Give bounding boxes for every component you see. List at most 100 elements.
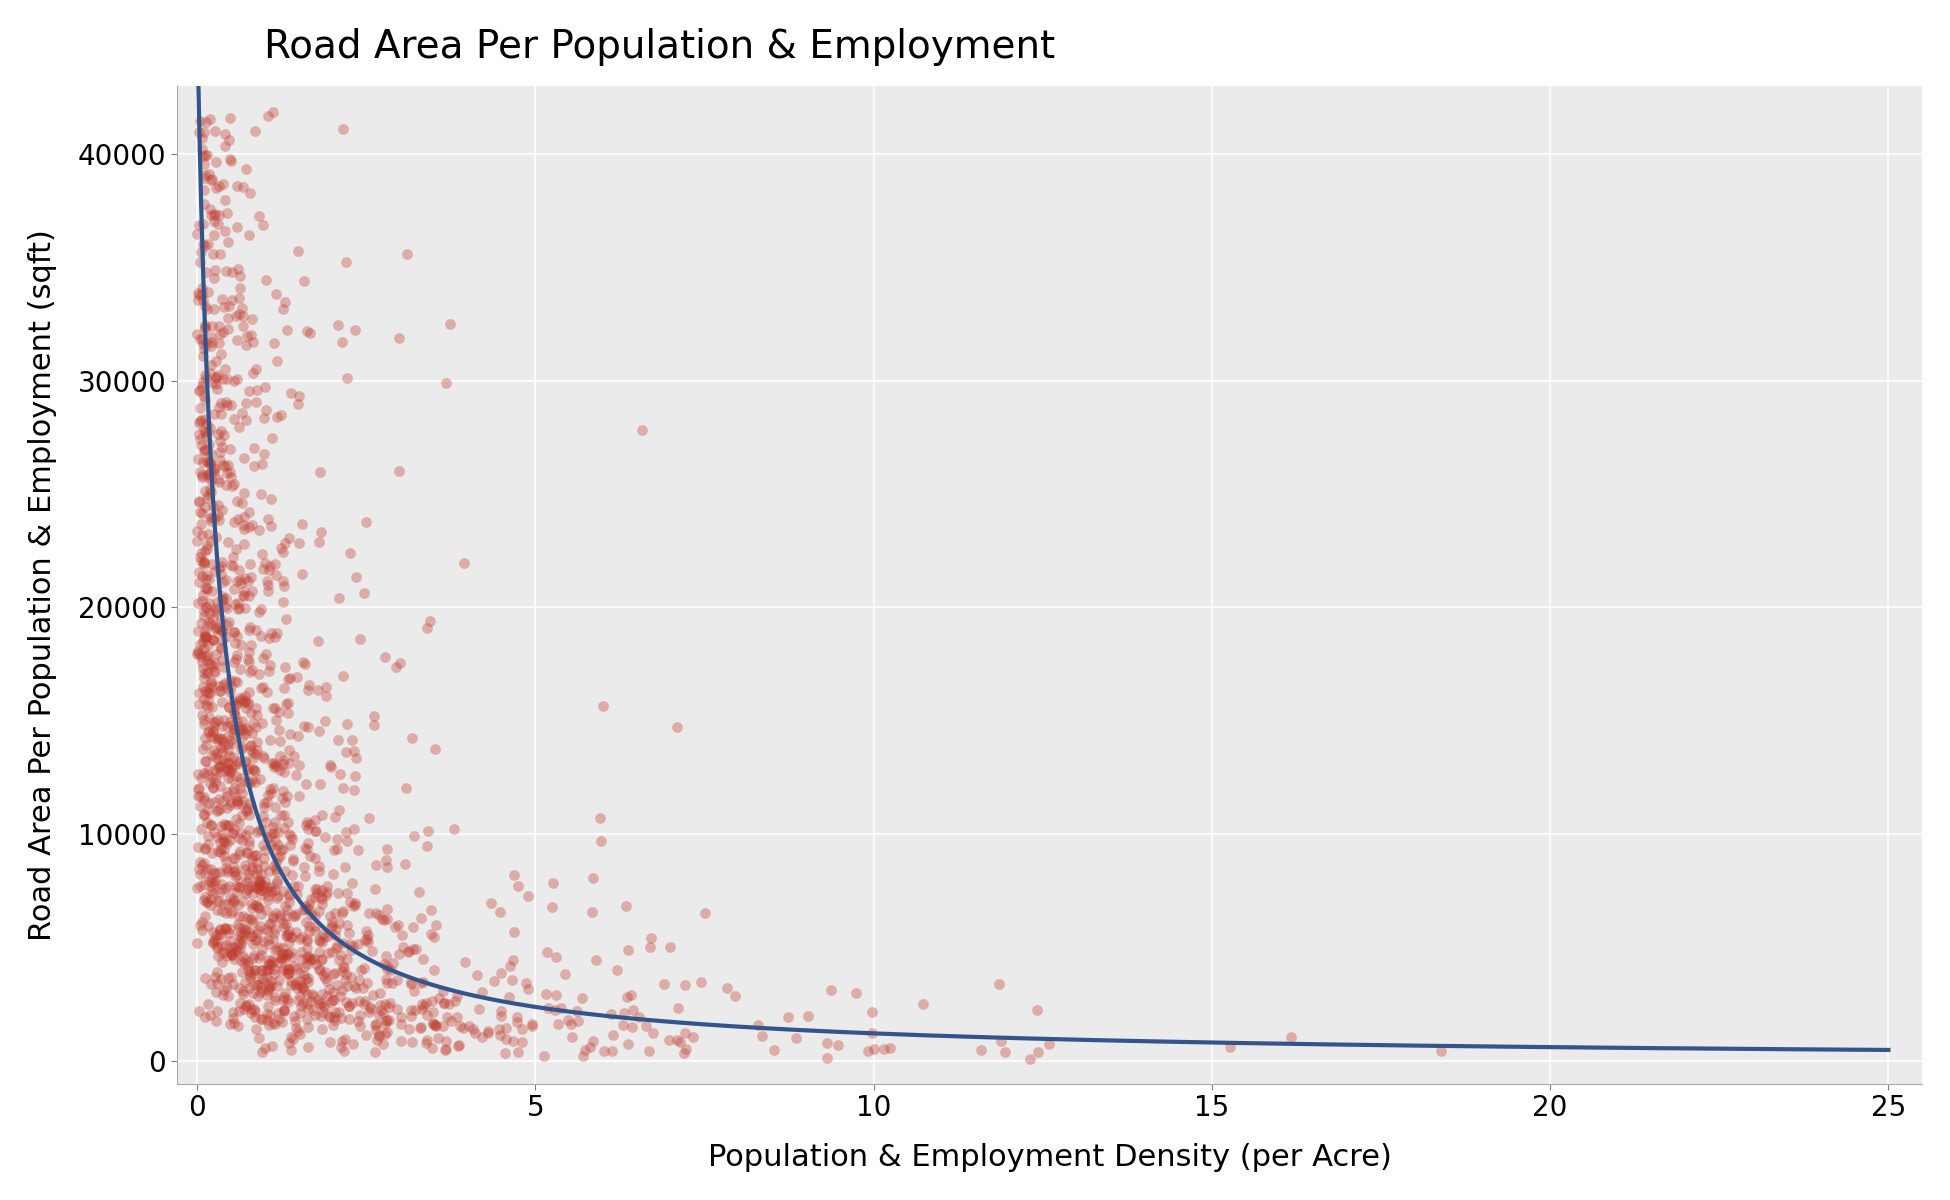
Point (273, 964, 304, 983)
Point (411, 836, 443, 856)
Point (193, 684, 224, 703)
Point (201, 352, 232, 371)
Point (207, 730, 238, 749)
Point (408, 995, 439, 1014)
Point (663, 1032, 694, 1051)
Point (220, 571, 252, 590)
Point (189, 296, 220, 316)
Point (281, 904, 312, 923)
Point (279, 746, 310, 766)
Point (550, 965, 581, 984)
Point (343, 935, 374, 954)
Point (203, 841, 234, 860)
Point (205, 882, 236, 901)
Point (207, 630, 238, 649)
Point (205, 920, 236, 940)
Point (201, 1001, 232, 1020)
Point (318, 983, 349, 1002)
Point (213, 319, 244, 338)
Point (205, 816, 236, 835)
Point (271, 926, 302, 946)
Point (222, 932, 254, 952)
Point (234, 832, 265, 851)
Point (408, 996, 439, 1015)
Point (250, 840, 281, 859)
Point (197, 677, 228, 696)
Point (254, 974, 285, 994)
Point (187, 677, 218, 696)
Point (298, 950, 330, 970)
Point (339, 320, 370, 340)
Point (269, 793, 300, 812)
Point (448, 1019, 480, 1038)
Point (398, 982, 429, 1001)
Point (285, 1025, 316, 1044)
Point (333, 997, 365, 1016)
Point (185, 112, 216, 131)
Point (1275, 1027, 1306, 1046)
Point (193, 594, 224, 613)
Point (310, 886, 341, 905)
Point (197, 934, 228, 953)
Point (283, 533, 314, 552)
Point (203, 730, 234, 749)
Point (195, 199, 226, 218)
Point (183, 425, 214, 444)
Point (292, 834, 324, 853)
Point (201, 593, 232, 612)
Point (246, 961, 277, 980)
Point (201, 600, 232, 619)
Point (220, 941, 252, 960)
Point (337, 780, 369, 799)
Point (232, 955, 263, 974)
Point (396, 1007, 427, 1026)
Point (205, 344, 236, 364)
Point (201, 743, 232, 762)
Point (285, 787, 316, 806)
Point (390, 779, 421, 798)
Point (240, 761, 271, 780)
Point (287, 564, 318, 583)
Point (396, 1033, 427, 1052)
Point (189, 145, 220, 164)
Point (287, 979, 318, 998)
Point (296, 1001, 328, 1020)
Point (220, 330, 252, 349)
Point (211, 863, 242, 882)
Point (254, 560, 285, 580)
Point (211, 904, 242, 923)
Point (324, 950, 355, 970)
Point (246, 599, 277, 618)
Point (365, 1001, 396, 1020)
Point (267, 788, 298, 808)
Point (273, 893, 304, 912)
Point (189, 194, 220, 214)
Point (197, 508, 228, 527)
Point (181, 643, 213, 662)
Point (205, 842, 236, 862)
Point (224, 918, 255, 937)
Point (257, 929, 289, 948)
Point (240, 744, 271, 763)
Point (189, 391, 220, 410)
Point (181, 934, 213, 953)
Point (218, 848, 250, 868)
Point (275, 972, 306, 991)
Point (275, 668, 306, 688)
Point (197, 656, 228, 676)
Point (236, 857, 267, 876)
Point (281, 667, 312, 686)
Point (207, 985, 238, 1004)
Point (189, 340, 220, 359)
Point (185, 634, 216, 653)
Point (213, 740, 244, 760)
Point (285, 1003, 316, 1022)
Point (328, 778, 359, 797)
Point (189, 236, 220, 256)
Point (214, 877, 246, 896)
Point (269, 896, 300, 916)
Point (302, 960, 333, 979)
Point (222, 1016, 254, 1036)
Point (205, 325, 236, 344)
Point (291, 812, 322, 832)
